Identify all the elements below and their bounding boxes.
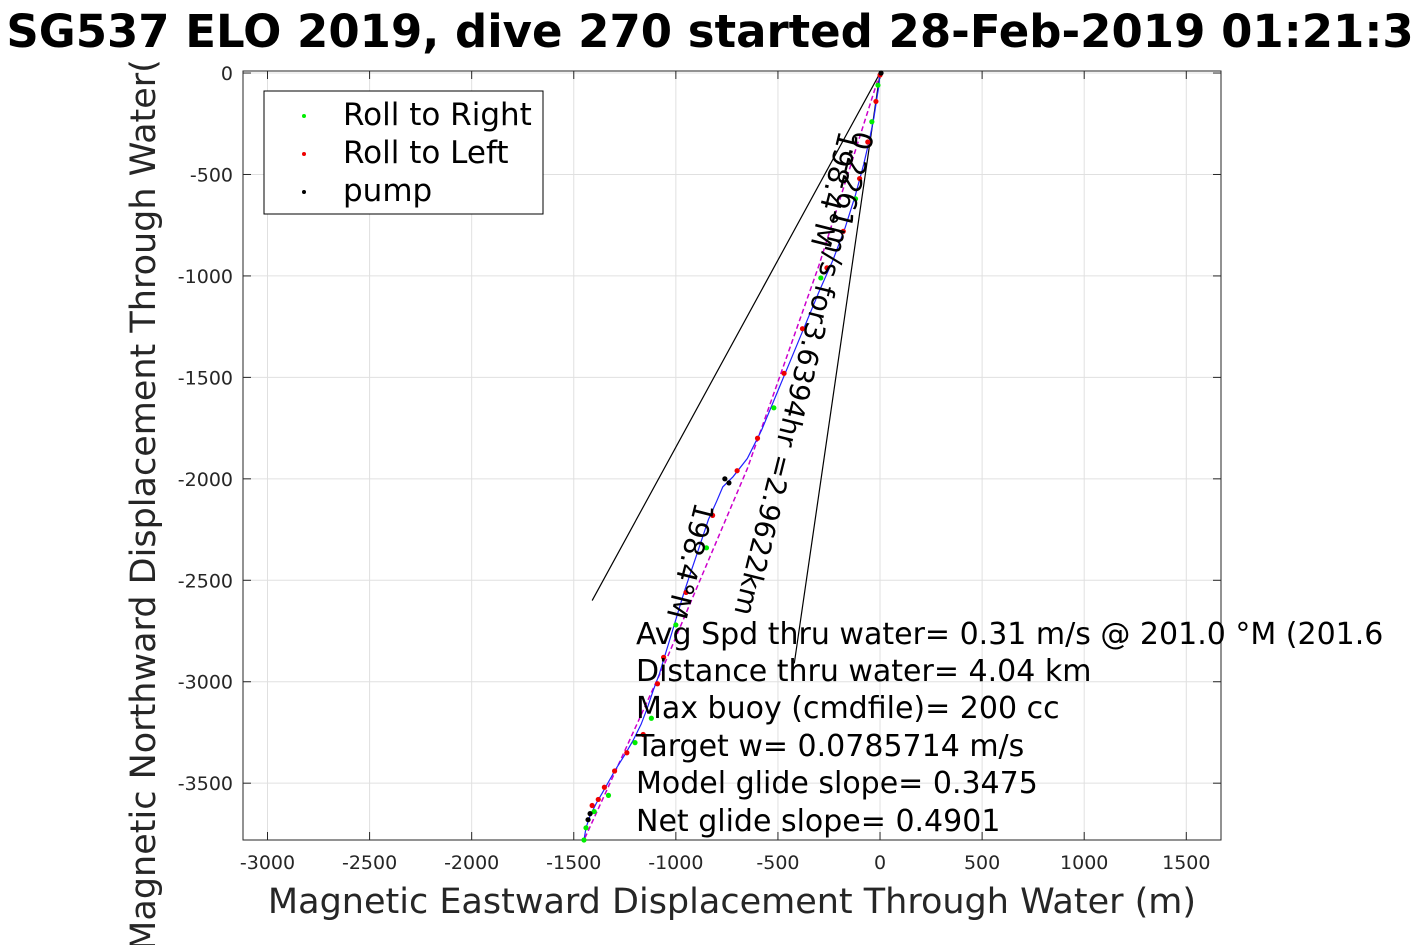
roll-right-point [648,715,654,721]
y-axis-label: Magnetic Northward Displacement Through … [124,59,164,945]
roll-left-point [840,228,846,234]
y-tick-label: -3500 [178,773,233,795]
roll-left-point [873,98,879,105]
x-tick-label: -2000 [444,852,499,874]
roll-left-point [661,654,667,660]
pump-point [726,480,732,486]
roll-left-point [683,589,689,596]
legend-marker-roll-left [302,152,306,156]
y-tick-label: -2000 [178,469,233,491]
roll-left-point [611,768,618,774]
legend: Roll to Right Roll to Left pump [263,90,544,215]
axis-ticks: -3000 -2500 -2000 -1500 -1000 -500 0 500 1000 150… [178,63,1221,874]
stat-target-w: Target w= 0.0785714 m/s [635,729,1024,764]
legend-marker-pump [302,190,306,194]
roll-right-point [673,622,679,628]
x-tick-label: 1500 [1162,852,1210,874]
rotated-annotation: 0.2261m/s for3.6394hr =2.9622km [727,128,879,619]
roll-right-point [605,792,612,798]
roll-right-point [875,82,881,88]
roll-right-point [591,808,597,815]
roll-left-point [654,681,661,687]
roll-right-point [852,196,859,202]
x-tick-label: -2500 [342,852,397,874]
model-track-line [583,72,881,841]
roll-left-point [781,370,787,376]
heading-line [793,72,881,664]
legend-marker-roll-right [302,114,306,118]
y-tick-label: -2500 [178,570,233,592]
roll-left-point [865,139,871,145]
roll-left-point [857,175,863,182]
x-axis-label: Magnetic Eastward Displacement Through W… [268,882,1196,922]
roll-right-point [869,119,875,125]
y-tick-label: -3000 [178,672,233,694]
plot-area-frame [242,70,1222,841]
pump-point [878,70,884,76]
x-tick-label: 1000 [1060,852,1108,874]
y-tick-label: 0 [221,63,233,85]
roll-left-point [640,731,646,738]
roll-left-point [824,265,830,271]
x-tick-label: -1000 [648,852,703,874]
stat-net-glide-slope: Net glide slope= 0.4901 [636,804,1000,839]
roll-right-point [583,825,589,831]
x-tick-label: -3000 [240,852,295,874]
roll-left-point [595,796,601,803]
heading-annotations: 198.4°M0.2261m/s for3.6394hr =2.9622km19… [660,128,880,622]
roll-left-point [799,326,806,332]
stats-annotations: Avg Spd thru water= 0.31 m/s @ 201.0 °M … [635,617,1383,839]
roll-right-point [632,740,638,746]
stat-model-glide-slope: Model glide slope= 0.3475 [636,766,1038,801]
legend-label-roll-right: Roll to Right [343,97,532,133]
roll-left-point [710,512,716,518]
y-tick-label: -500 [190,164,233,186]
roll-left-point [601,784,607,790]
roll-right-point [818,275,824,281]
roll-left-point [734,468,740,474]
roll-right-point [703,545,710,551]
stat-avg-speed: Avg Spd thru water= 0.31 m/s @ 201.0 °M … [636,617,1383,652]
roll-left-point [624,750,630,756]
x-tick-label: 500 [964,852,1000,874]
pump-point [587,811,593,817]
roll-right-point [581,837,587,843]
heading-line [591,72,881,601]
stat-distance: Distance thru water= 4.04 km [636,654,1091,689]
x-tick-label: -1500 [546,852,601,874]
chart-title: SG537 ELO 2019, dive 270 started 28-Feb-… [6,5,1413,58]
y-tick-label: -1500 [178,367,233,389]
x-tick-label: 0 [874,852,886,874]
roll-right-point [771,405,777,411]
roll-left-point [754,435,761,441]
legend-box [263,90,544,215]
roll-left-point [589,802,595,809]
y-tick-label: -1000 [178,266,233,288]
plot-points [581,70,884,843]
x-tick-label: -500 [756,852,799,874]
pump-point [722,476,728,482]
legend-label-roll-left: Roll to Left [343,135,509,171]
pump-point [585,817,591,823]
stat-max-buoy: Max buoy (cmdfile)= 200 cc [636,691,1060,726]
legend-label-pump: pump [343,173,432,209]
rotated-annotation: 198.4°M [660,500,721,623]
